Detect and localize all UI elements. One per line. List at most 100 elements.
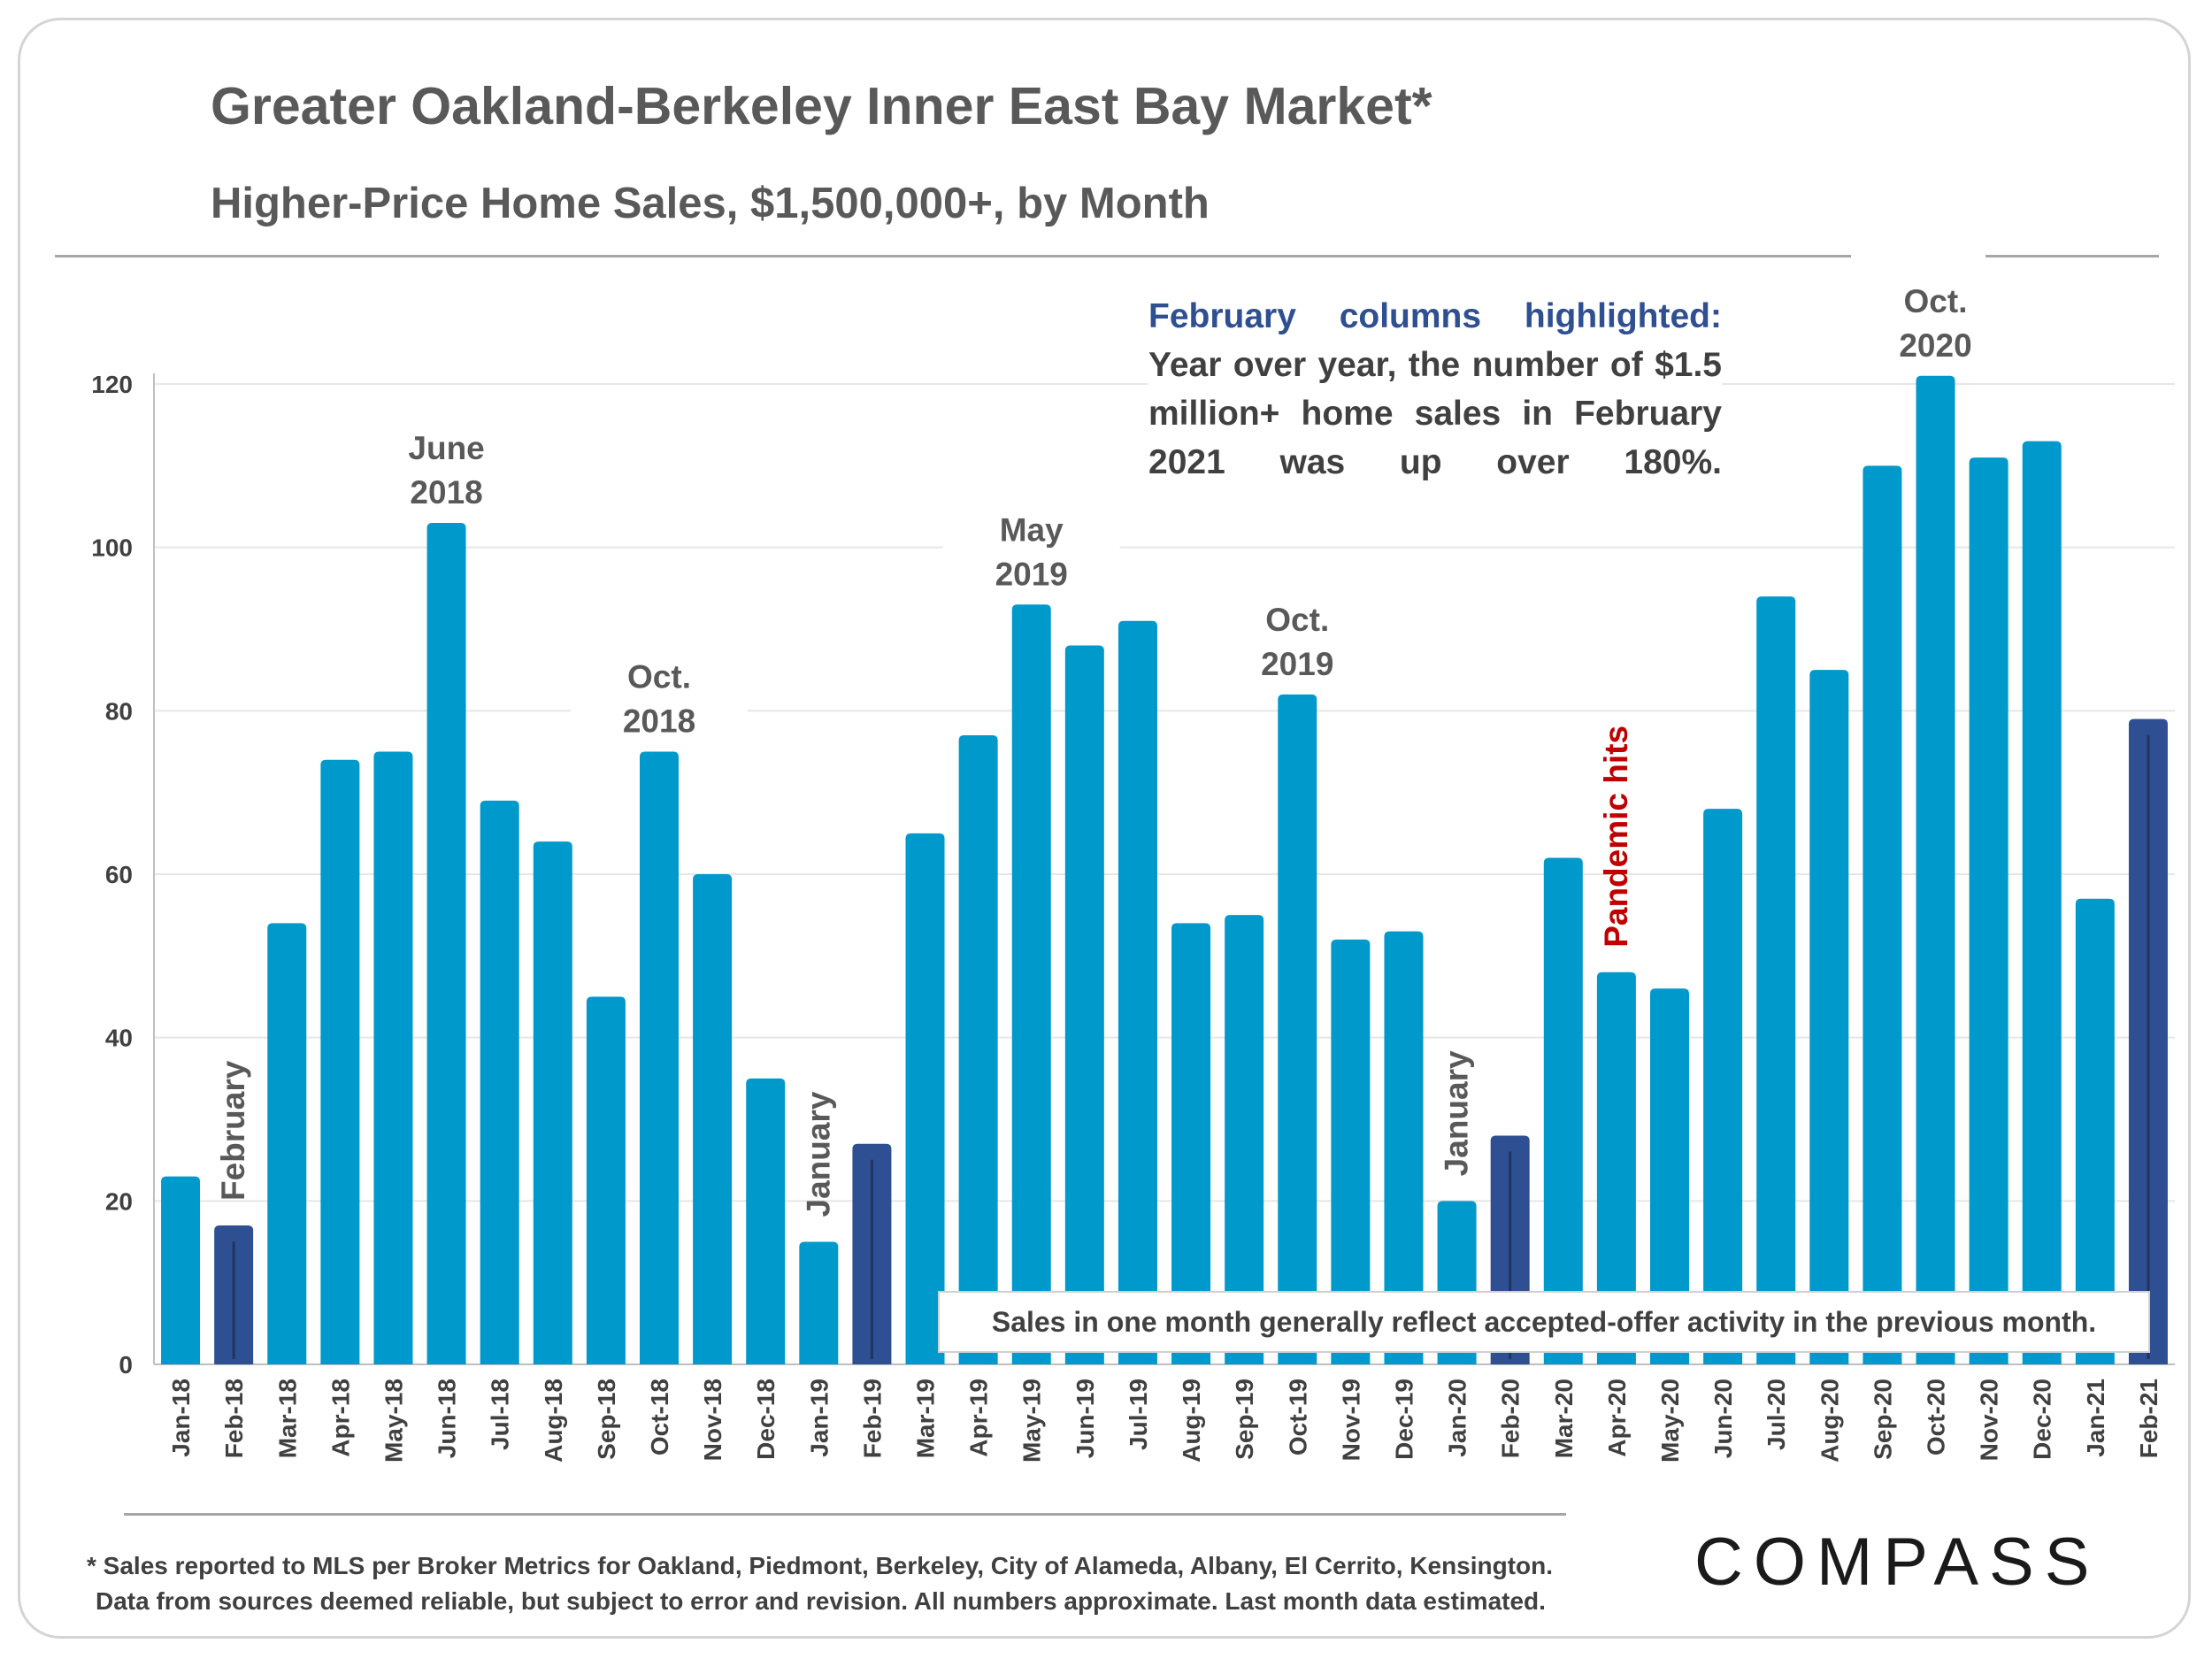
bar-jun-20 xyxy=(1703,809,1743,1364)
bar-mar-19 xyxy=(905,833,945,1364)
bar-may-19 xyxy=(1011,604,1051,1364)
annotation-label: 2018 xyxy=(623,703,695,740)
callout-body: Year over year, the number of $1.5 milli… xyxy=(1148,346,1722,481)
bar-nov-18 xyxy=(693,874,733,1364)
x-tick-label: Dec-18 xyxy=(752,1379,780,1460)
x-tick-label: Dec-19 xyxy=(1390,1379,1417,1460)
callout-box: February columns highlighted: Year over … xyxy=(1148,292,1722,487)
bars xyxy=(161,375,2168,1365)
bar-dec-18 xyxy=(746,1078,786,1364)
chart-subtitle: Higher-Price Home Sales, $1,500,000+, by… xyxy=(211,180,1210,227)
bar-mar-20 xyxy=(1543,857,1583,1364)
x-tick-label: Sep-18 xyxy=(593,1379,620,1460)
x-tick-label: Apr-19 xyxy=(965,1379,993,1457)
bar-sep-18 xyxy=(586,996,626,1364)
x-tick-label: Mar-19 xyxy=(912,1379,940,1458)
x-tick-label: Jun-18 xyxy=(434,1379,461,1458)
bar-sep-20 xyxy=(1863,465,1902,1364)
x-tick-label: Apr-18 xyxy=(326,1379,354,1457)
bar-jan-18 xyxy=(161,1176,201,1364)
footnote-line-2: Data from sources deemed reliable, but s… xyxy=(96,1587,1546,1615)
header-rule-right xyxy=(1985,255,2159,257)
vertical-annotation: January xyxy=(800,1091,836,1217)
bar-oct-20 xyxy=(1916,375,1955,1365)
x-tick-label: Mar-18 xyxy=(273,1379,301,1458)
x-tick-label: May-20 xyxy=(1656,1379,1684,1463)
annotation-label: 2019 xyxy=(1261,646,1333,682)
annotation-bg xyxy=(571,638,748,738)
annotation-label: Oct. xyxy=(1265,602,1329,638)
bar-nov-20 xyxy=(1969,457,2008,1364)
bar-jan-21 xyxy=(2075,898,2115,1364)
bar-apr-18 xyxy=(320,759,360,1364)
x-tick-label: Jul-20 xyxy=(1763,1379,1790,1450)
bar-mar-18 xyxy=(267,923,307,1364)
x-tick-label: May-18 xyxy=(380,1379,407,1463)
vertical-annotation: February xyxy=(215,1060,251,1201)
x-tick-label: Aug-20 xyxy=(1816,1379,1843,1463)
y-tick-label: 0 xyxy=(119,1351,133,1379)
chart-title: Greater Oakland-Berkeley Inner East Bay … xyxy=(211,77,1432,135)
bar-aug-19 xyxy=(1171,923,1211,1364)
x-tick-label: Jan-18 xyxy=(167,1379,195,1457)
y-tick-label: 60 xyxy=(105,861,133,888)
y-axis-ticks: 0 20 40 60 80 100 120 xyxy=(91,371,133,1379)
bar-dec-19 xyxy=(1384,931,1424,1364)
bar-jun-18 xyxy=(426,522,466,1364)
annotation-label: 2019 xyxy=(995,556,1068,592)
x-tick-label: Jan-19 xyxy=(805,1379,833,1457)
y-tick-label: 120 xyxy=(91,371,133,398)
x-tick-label: Jul-18 xyxy=(487,1379,514,1450)
x-tick-label: Nov-19 xyxy=(1337,1379,1364,1461)
x-tick-label: Mar-20 xyxy=(1550,1379,1578,1458)
bar-jan-19 xyxy=(799,1241,839,1364)
x-tick-label: Aug-18 xyxy=(540,1379,567,1463)
x-tick-label: Dec-20 xyxy=(2029,1379,2056,1460)
x-tick-label: Aug-19 xyxy=(1178,1379,1205,1463)
bar-apr-19 xyxy=(958,735,998,1364)
annotation-bg xyxy=(357,409,535,509)
vertical-annotation: January xyxy=(1439,1050,1475,1176)
bar-may-20 xyxy=(1650,988,1689,1364)
x-tick-label: Feb-18 xyxy=(220,1379,248,1458)
x-tick-label: Jun-19 xyxy=(1071,1379,1099,1458)
bar-aug-20 xyxy=(1809,670,1849,1364)
x-tick-label: Oct-20 xyxy=(1923,1379,1950,1455)
header-rule-left xyxy=(55,255,1851,257)
compass-logo: COMPASS xyxy=(1694,1525,2101,1600)
footnote-line-1: * Sales reported to MLS per Broker Metri… xyxy=(87,1552,1554,1579)
x-tick-label: Apr-20 xyxy=(1603,1379,1631,1457)
bar-jun-19 xyxy=(1064,645,1104,1364)
x-tick-label: Feb-20 xyxy=(1497,1379,1525,1458)
bar-dec-20 xyxy=(2022,441,2062,1365)
x-tick-label: Nov-18 xyxy=(699,1379,726,1461)
x-tick-label: Jan-20 xyxy=(1444,1379,1471,1457)
footnote: * Sales reported to MLS per Broker Metri… xyxy=(87,1548,1553,1619)
bar-sep-19 xyxy=(1225,915,1264,1364)
bar-oct-19 xyxy=(1278,694,1317,1364)
bar-jul-19 xyxy=(1118,620,1157,1364)
x-tick-label: Feb-19 xyxy=(858,1379,886,1458)
y-tick-label: 100 xyxy=(91,534,133,562)
annotation-bg xyxy=(942,491,1120,591)
x-tick-label: Oct-19 xyxy=(1284,1379,1311,1455)
bar-jul-20 xyxy=(1756,596,1796,1364)
annotation-label: June xyxy=(408,430,484,466)
annotation-label: Oct. xyxy=(1904,283,1968,319)
bar-nov-19 xyxy=(1331,939,1371,1364)
x-tick-label: Sep-19 xyxy=(1231,1379,1258,1460)
bar-oct-18 xyxy=(640,751,679,1364)
note-box: Sales in one month generally reflect acc… xyxy=(938,1291,2150,1353)
bar-aug-18 xyxy=(533,841,572,1364)
bar-jul-18 xyxy=(480,800,519,1364)
annotations: June 2018 Oct. 2018 May 2019 Oct. 2019 Oct. 2020 F… xyxy=(215,262,2024,1217)
annotation-label: 2020 xyxy=(1899,327,1971,364)
x-tick-label: Jan-21 xyxy=(2082,1379,2109,1457)
x-tick-label: Nov-20 xyxy=(1976,1379,2003,1461)
annotation-label: May xyxy=(1000,511,1064,548)
callout-heading: February columns highlighted: xyxy=(1148,297,1722,335)
x-tick-label: Jun-20 xyxy=(1709,1379,1737,1458)
x-tick-label: Oct-18 xyxy=(646,1379,673,1455)
vertical-annotation: Pandemic hits xyxy=(1598,726,1634,948)
x-tick-label: Sep-20 xyxy=(1869,1379,1896,1460)
